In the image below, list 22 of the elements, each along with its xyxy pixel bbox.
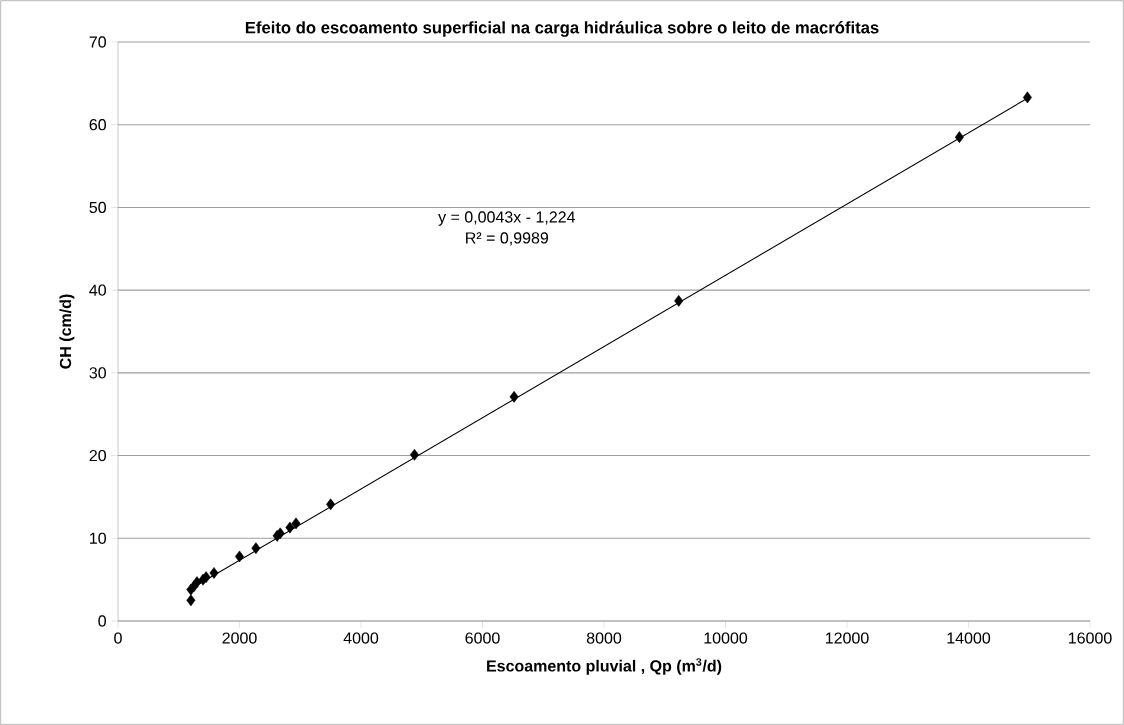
y-tick-label: 70 [89, 36, 106, 48]
x-tick-label: 8000 [586, 632, 622, 644]
annotation: y = 0,0043x - 1,224 [438, 211, 576, 226]
y-tick-label: 60 [89, 119, 106, 131]
y-tick-label: 30 [89, 367, 106, 379]
y-tick-label: 50 [89, 201, 106, 214]
x-tick-label: 12000 [825, 632, 869, 644]
y-tick-label: 10 [90, 532, 106, 544]
y-tick-label: 0 [98, 615, 107, 627]
x-tick-label: 4000 [343, 632, 379, 644]
x-tick-label: 0 [114, 632, 122, 644]
x-tick-label: 2000 [222, 632, 257, 644]
chart-title: Efeito do escoamento superficial na carga hidráulica sobre o leito de macrófitas [245, 21, 879, 37]
x-tick-label: 16000 [1068, 632, 1112, 644]
y-axis-title: CH (cm/d) [59, 294, 75, 369]
annotation: R² = 0,9989 [466, 232, 549, 246]
y-tick-label: 40 [89, 284, 106, 296]
x-tick-label: 14000 [947, 632, 991, 644]
y-tick-label: 20 [89, 449, 106, 462]
x-axis-title: Escoamento pluvial , Qp (m$^{3}$/d) [487, 658, 722, 675]
x-tick-label: 10000 [704, 632, 748, 644]
x-tick-label: 6000 [465, 632, 500, 644]
